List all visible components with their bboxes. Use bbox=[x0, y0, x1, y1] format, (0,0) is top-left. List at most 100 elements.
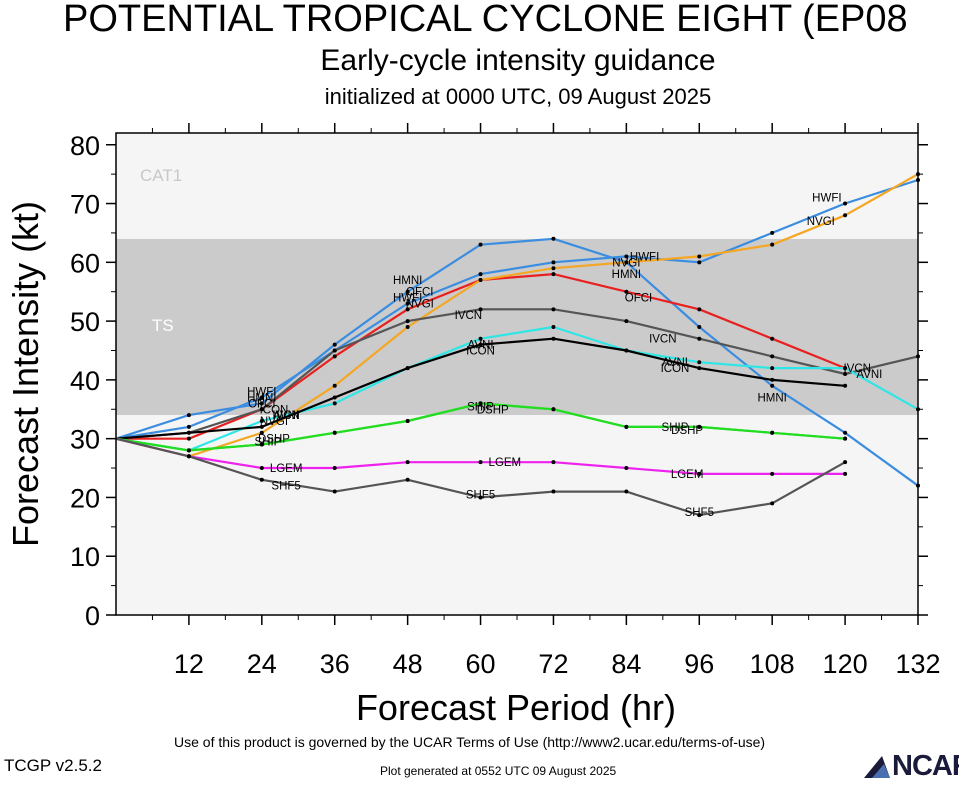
series-point-ship bbox=[770, 430, 775, 435]
series-point-shf5 bbox=[770, 501, 775, 506]
chart-title: POTENTIAL TROPICAL CYCLONE EIGHT (EP08 bbox=[63, 0, 908, 40]
series-label-icon: ICON bbox=[661, 363, 690, 375]
series-point-lgem bbox=[697, 471, 702, 476]
series-point-ofci bbox=[186, 436, 191, 441]
series-label-shf5: SHF5 bbox=[685, 507, 714, 519]
series-point-nvgi bbox=[405, 324, 410, 329]
series-point-nvgi bbox=[770, 242, 775, 247]
series-label-avni: AVNI bbox=[856, 369, 882, 381]
series-point-nvgi bbox=[697, 254, 702, 259]
band-lower bbox=[116, 415, 918, 615]
series-point-hmni bbox=[770, 383, 775, 388]
series-label-hmni: HMNI bbox=[612, 269, 641, 281]
y-tick-label: 60 bbox=[70, 248, 100, 278]
series-label-nvgi: NVGI bbox=[807, 216, 835, 228]
series-point-lgem bbox=[843, 471, 848, 476]
chart-axes: 0 10 20 30 40 50 60 70 80 12 24 36 48 60 72 84 96 108 120 1… bbox=[5, 123, 941, 728]
series-point-ofci bbox=[551, 272, 556, 277]
series-label-hwfi: HWFI bbox=[247, 387, 276, 399]
series-point-hmni bbox=[551, 236, 556, 241]
series-point-icon bbox=[624, 348, 629, 353]
series-line-ivcn bbox=[115, 308, 919, 440]
series-label-hmni: HMNI bbox=[757, 393, 786, 405]
y-tick-label: 80 bbox=[70, 131, 100, 161]
x-tick-label: 132 bbox=[895, 649, 940, 679]
terms-of-use-text: Use of this product is governed by the U… bbox=[174, 734, 766, 750]
init-time-line: initialized at 0000 UTC, 09 August 2025 bbox=[324, 84, 712, 109]
series-point-icon bbox=[697, 366, 702, 371]
series-point-hwfi bbox=[624, 254, 629, 259]
series-label-hmni: HMNI bbox=[393, 275, 422, 287]
band-cat1 bbox=[116, 133, 918, 239]
series-point-nvgi bbox=[332, 383, 337, 388]
series-label-ship: SHIP bbox=[662, 422, 689, 434]
y-tick-label: 20 bbox=[70, 483, 100, 513]
series-point-ofci bbox=[624, 289, 629, 294]
x-tick-label: 12 bbox=[174, 649, 204, 679]
x-tick-label: 108 bbox=[750, 649, 795, 679]
series-line-hwfi bbox=[115, 178, 919, 440]
series-point-shf5 bbox=[259, 477, 264, 482]
x-tick-label: 60 bbox=[466, 649, 496, 679]
series-point-ivcn bbox=[624, 319, 629, 324]
series-point-lgem bbox=[259, 466, 264, 471]
series-label-ship: SHIP bbox=[467, 401, 494, 413]
series-label-lgem: LGEM bbox=[489, 457, 522, 469]
series-point-hmni bbox=[186, 413, 191, 418]
series-label-dshp: DSHP bbox=[477, 404, 509, 416]
series-point-icon bbox=[405, 366, 410, 371]
ncar-logo-text: NCAR bbox=[892, 750, 959, 782]
series-point-icon bbox=[843, 383, 848, 388]
series-point-hmni bbox=[405, 289, 410, 294]
series-point-nvgi bbox=[478, 277, 483, 282]
series-label-nvgi: NVGI bbox=[612, 257, 640, 269]
series-point-ivcn bbox=[259, 407, 264, 412]
series-point-icon bbox=[551, 336, 556, 341]
series-point-ship bbox=[624, 424, 629, 429]
series-point-nvgi bbox=[843, 213, 848, 218]
series-line-hmni bbox=[115, 237, 919, 487]
series-point-avni bbox=[551, 324, 556, 329]
series-point-icon bbox=[259, 424, 264, 429]
series-label-avni: AVNI bbox=[662, 357, 688, 369]
x-tick-label: 24 bbox=[247, 649, 277, 679]
band-label-ts: TS bbox=[152, 316, 174, 335]
series-label-dshp: DSHP bbox=[258, 434, 290, 446]
series-point-hwfi bbox=[843, 201, 848, 206]
series-label-ivcn: IVCN bbox=[649, 334, 676, 346]
series-point-shf5 bbox=[843, 460, 848, 465]
series-label-lgem: LGEM bbox=[671, 469, 704, 481]
series-point-ship bbox=[843, 436, 848, 441]
series-point-icon bbox=[770, 377, 775, 382]
series-point-ofci bbox=[770, 336, 775, 341]
series-point-hmni bbox=[697, 324, 702, 329]
series-label-shf5: SHF5 bbox=[271, 481, 300, 493]
band-ts bbox=[116, 238, 918, 416]
series-label-hmni: HMNI bbox=[247, 393, 276, 405]
series-point-ship bbox=[259, 442, 264, 447]
series-point-avni bbox=[478, 336, 483, 341]
series-label-ship: SHIP bbox=[254, 437, 281, 449]
series-point-hwfi bbox=[770, 230, 775, 235]
series-point-shf5 bbox=[332, 489, 337, 494]
x-tick-label: 48 bbox=[393, 649, 423, 679]
series-line-nvgi bbox=[115, 173, 919, 458]
y-tick-label: 40 bbox=[70, 366, 100, 396]
band-label-cat1: CAT1 bbox=[140, 166, 182, 185]
y-tick-label: 10 bbox=[70, 542, 100, 572]
series-point-shf5 bbox=[624, 489, 629, 494]
series-point-ship bbox=[405, 419, 410, 424]
ncar-logo: NCAR bbox=[862, 750, 959, 782]
x-tick-label: 120 bbox=[823, 649, 868, 679]
series-point-nvgi bbox=[624, 260, 629, 265]
series-label-avni: AVNI bbox=[468, 340, 494, 352]
series-point-ivcn bbox=[770, 354, 775, 359]
series-point-ivcn bbox=[405, 319, 410, 324]
series-point-ofci bbox=[697, 307, 702, 312]
series-point-ship bbox=[551, 407, 556, 412]
x-tick-label: 96 bbox=[684, 649, 714, 679]
series-point-shf5 bbox=[551, 489, 556, 494]
series-label-ivcn: IVCN bbox=[455, 310, 482, 322]
chart-subtitle: Early-cycle intensity guidance bbox=[320, 44, 716, 77]
